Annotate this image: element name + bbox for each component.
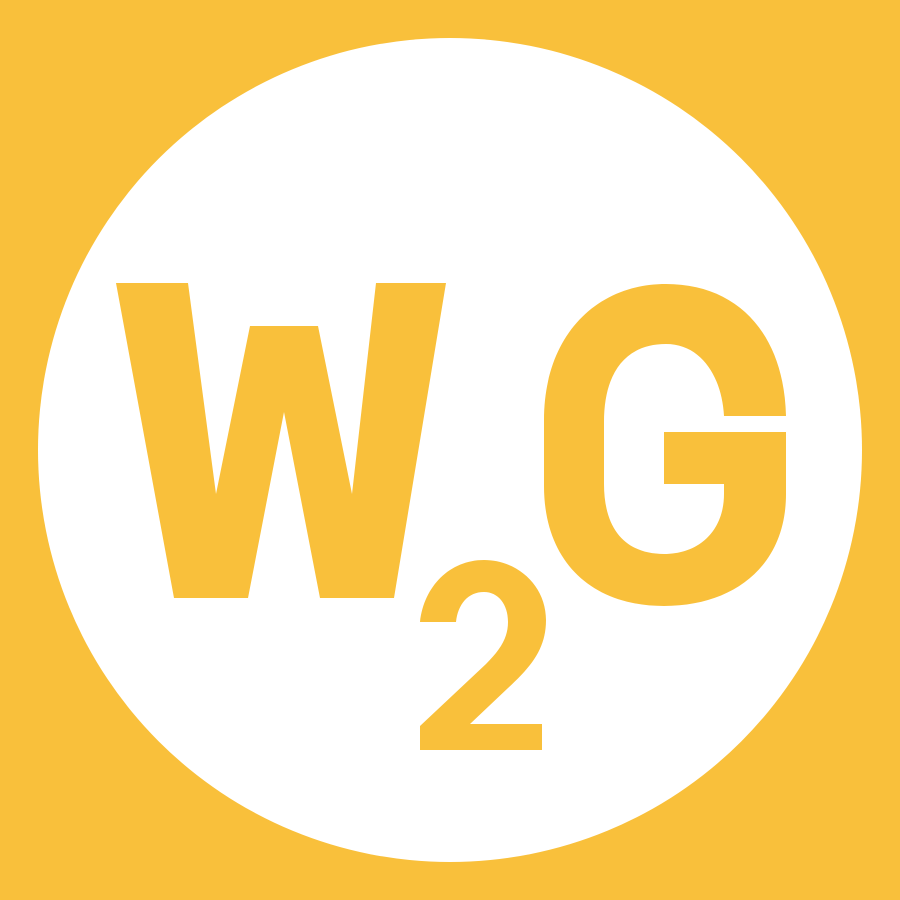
logo-digit-2 — [420, 560, 546, 750]
logo-letter-g — [544, 284, 786, 606]
logo-letter-w — [116, 283, 446, 598]
